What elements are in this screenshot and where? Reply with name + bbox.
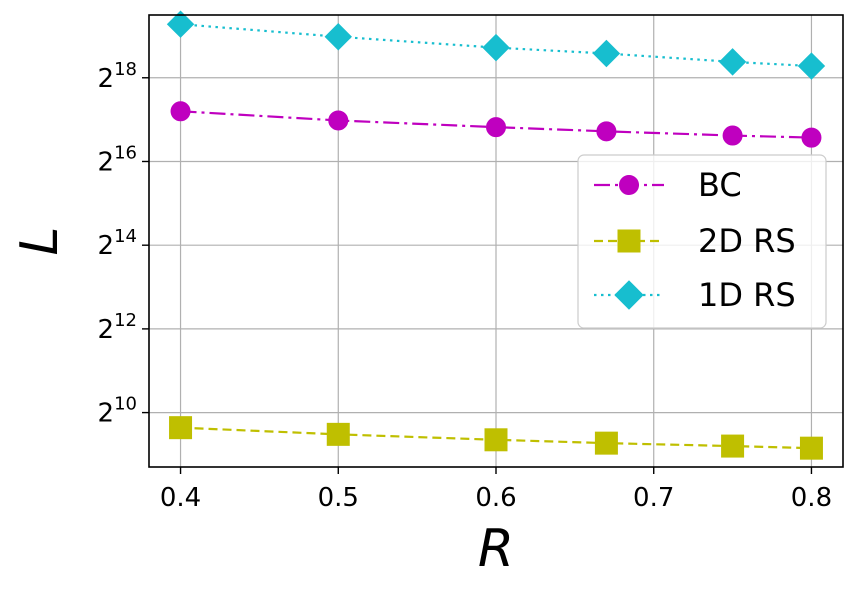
data-point-1d-rs xyxy=(718,48,747,76)
data-point-1d-rs xyxy=(166,10,195,38)
x-tick-label: 0.7 xyxy=(633,483,674,513)
legend-marker xyxy=(619,175,639,195)
legend-label: 2D RS xyxy=(698,222,796,260)
x-axis-title: R xyxy=(478,519,514,579)
data-point-bc xyxy=(596,121,617,142)
y-tick-label: 214 xyxy=(98,226,137,261)
legend-item-1d-rs: 1D RS xyxy=(594,276,796,314)
x-tick-label: 0.4 xyxy=(160,483,201,513)
y-tick-exponent: 10 xyxy=(114,394,137,415)
data-point-1d-rs xyxy=(592,39,621,68)
data-point-1d-rs xyxy=(324,23,352,51)
y-tick-label: 216 xyxy=(98,142,137,177)
data-point-1d-rs xyxy=(797,52,826,80)
legend-marker xyxy=(614,280,644,310)
y-tick-base: 2 xyxy=(98,231,115,261)
data-point-bc xyxy=(328,110,349,131)
y-tick-base: 2 xyxy=(98,64,115,94)
series-bc xyxy=(170,101,822,148)
data-point-bc xyxy=(170,101,191,122)
data-point-2d-rs xyxy=(799,436,823,460)
series-line-1d-rs xyxy=(180,23,812,68)
y-tick-label: 210 xyxy=(98,394,137,429)
series-line-bc xyxy=(180,110,812,139)
legend-item-2d-rs: 2D RS xyxy=(594,222,796,260)
x-tick-label: 0.6 xyxy=(475,483,516,513)
y-tick-base: 2 xyxy=(98,399,115,429)
y-tick-exponent: 14 xyxy=(114,226,137,247)
x-tick-label: 0.5 xyxy=(318,483,359,513)
data-point-2d-rs xyxy=(169,416,193,440)
legend: BC 2D RS 1D RS xyxy=(577,154,827,329)
legend-label: 1D RS xyxy=(698,276,796,314)
data-point-2d-rs xyxy=(594,431,618,455)
data-point-bc xyxy=(486,117,506,138)
data-point-2d-rs xyxy=(721,434,745,458)
x-tick-label: 0.8 xyxy=(791,483,832,513)
y-tick-label: 218 xyxy=(98,59,137,94)
legend-item-bc: BC xyxy=(594,166,742,204)
y-tick-base: 2 xyxy=(98,315,115,345)
series-line-2d-rs xyxy=(180,426,812,450)
data-point-bc xyxy=(801,127,822,148)
y-tick-exponent: 18 xyxy=(114,59,137,80)
legend-box xyxy=(577,154,827,329)
series-group xyxy=(166,10,826,460)
legend-marker xyxy=(617,229,641,253)
series-1d-rs xyxy=(166,10,826,80)
data-point-bc xyxy=(722,125,743,146)
data-point-2d-rs xyxy=(326,422,350,446)
y-tick-label: 212 xyxy=(98,310,137,345)
series-2d-rs xyxy=(169,416,823,460)
data-point-2d-rs xyxy=(484,428,508,452)
y-tick-exponent: 12 xyxy=(114,310,137,331)
y-tick-exponent: 16 xyxy=(114,142,137,163)
y-axis-title: L xyxy=(10,227,70,256)
data-point-1d-rs xyxy=(482,33,510,62)
legend-label: BC xyxy=(698,166,742,204)
y-tick-base: 2 xyxy=(98,147,115,177)
